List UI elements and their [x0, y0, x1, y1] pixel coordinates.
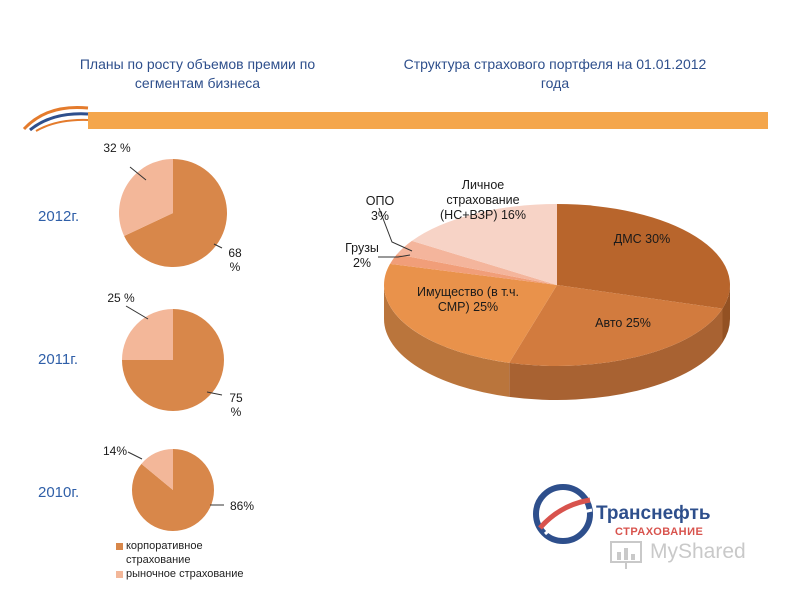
header-accent-bar [88, 112, 768, 129]
leader-line-opo [378, 207, 413, 252]
big-pie-side-1 [509, 308, 723, 400]
brand-name: Транснефть [596, 503, 711, 524]
year-label-2012: 2012г. [38, 208, 80, 225]
big-pie-auto-label: Авто 25% [595, 316, 651, 330]
pie-2010-market-label: 14% [102, 444, 128, 458]
leader-line [213, 243, 223, 249]
pie-2012г.-slice-1 [118, 158, 173, 236]
pie-2012-market-label: 32 % [103, 141, 131, 155]
watermark-text: MyShared [650, 540, 746, 563]
big-pie-slice-0 [557, 204, 730, 309]
legend-market-label: рыночное страхование [126, 568, 244, 580]
pie-2010г.-slice-0 [131, 449, 214, 531]
pie-2011г.-slice-1 [122, 309, 173, 360]
brand-subtitle: СТРАХОВАНИЕ [615, 526, 704, 538]
pie-2010г.-slice-1 [141, 449, 173, 490]
right-chart-title: Структура страхового портфеля на 01.01.2… [403, 56, 707, 91]
big-pie-slice-3 [390, 254, 557, 285]
pie-2012г.-slice-0 [124, 159, 227, 267]
big-pie-property-label: Имущество (в т.ч. СМР) 25% [416, 285, 520, 314]
big-pie-personal-label: Личное страхование (НС+ВЗР) 16% [440, 178, 526, 222]
big-pie-cargo-label: Грузы 2% [345, 241, 379, 270]
big-pie-side-0 [722, 285, 730, 343]
pie-2012-corporate-label: 68 % [228, 246, 242, 274]
legend-corporate-swatch [116, 543, 123, 550]
legend-market-swatch [116, 571, 123, 578]
big-pie-slice-1 [509, 285, 723, 366]
year-label-2010: 2010г. [38, 484, 80, 501]
big-pie-opo-label: ОПО 3% [365, 194, 395, 223]
leader-line [127, 451, 143, 460]
big-pie-slice-4 [396, 240, 557, 285]
presentation-icon [610, 541, 642, 569]
year-label-2011: 2011г. [38, 351, 79, 368]
left-chart-title: Планы по росту объемов премии по сегмент… [79, 56, 316, 91]
pie-2011-market-label: 25 % [107, 291, 135, 305]
swoosh-logo-icon [22, 105, 89, 132]
legend-corporate-label: корпоративное страхование [126, 540, 203, 566]
leader-line [206, 391, 223, 396]
leader-line-cargo [378, 254, 411, 258]
leader-line [129, 166, 147, 181]
big-pie-dms-label: ДМС 30% [613, 232, 671, 246]
pie-2010-corporate-label: 86% [229, 499, 255, 513]
leader-line [125, 305, 149, 320]
big-pie-side-2 [384, 285, 510, 397]
big-pie-slice-5 [411, 204, 557, 285]
pie-2011-corporate-label: 75 % [229, 391, 243, 419]
big-pie-slice-2 [384, 263, 557, 363]
